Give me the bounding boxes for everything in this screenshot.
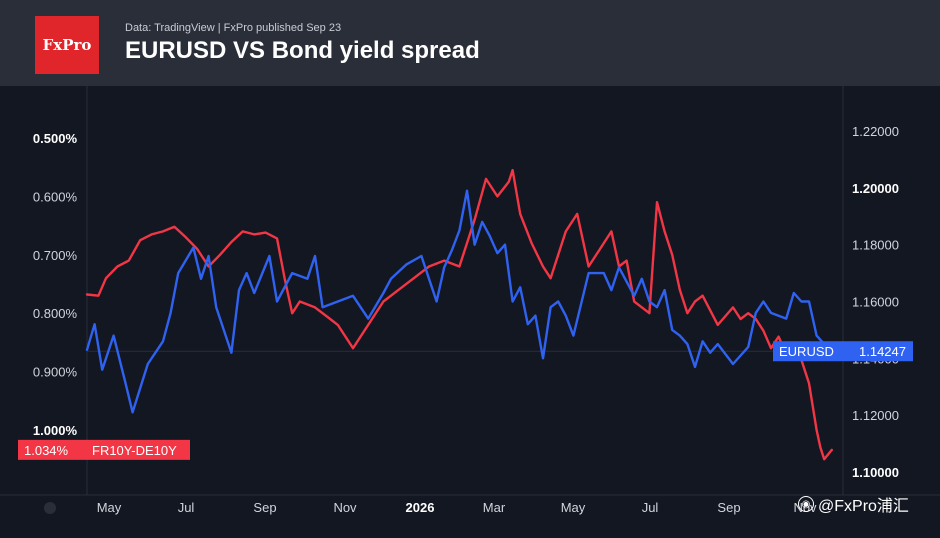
series-line-fr10y-de10y [85, 168, 833, 461]
spread-label-value: 1.034% [24, 443, 69, 458]
watermark: ◉ @FxPro浦汇 [798, 492, 909, 516]
left-axis-tick: 0.700% [33, 248, 78, 263]
spread-label-bg [18, 439, 190, 460]
watermark-text: @FxPro浦汇 [818, 498, 909, 515]
timezone-badge [44, 502, 56, 514]
left-axis-tick: 0.500% [33, 131, 78, 146]
left-axis-tick: 0.600% [33, 189, 78, 204]
camera-icon: ◉ [798, 496, 814, 512]
chart-canvas: 0.500% 0.600% 0.700% 0.800% 0.900% 1.000% 1.22… [0, 86, 940, 515]
right-axis-tick: 1.12000 [852, 408, 899, 423]
x-axis-tick: 2026 [406, 500, 435, 515]
right-axis-tick: 1.18000 [852, 238, 899, 253]
x-axis-tick: Jul [642, 500, 659, 515]
eurusd-label-value: 1.14247 [859, 344, 906, 359]
chart-title: EURUSD VS Bond yield spread [125, 37, 480, 64]
x-axis-tick: Mar [483, 500, 506, 515]
left-axis-tick: 1.000% [33, 423, 78, 438]
x-axis-tick: May [97, 500, 122, 515]
series-line-eurusd [85, 189, 833, 414]
right-axis-tick: 1.10000 [852, 465, 899, 480]
header: FxPro Data: TradingView | FxPro publishe… [0, 0, 940, 86]
x-axis-tick: Nov [333, 500, 357, 515]
right-axis-tick: 1.22000 [852, 124, 899, 139]
right-axis-tick: 1.16000 [852, 295, 899, 310]
x-axis-tick: Sep [717, 500, 740, 515]
source-meta: Data: TradingView | FxPro published Sep … [125, 22, 342, 34]
eurusd-label-name: EURUSD [779, 344, 834, 359]
eurusd-label-bg [773, 341, 913, 362]
x-axis-tick: May [561, 500, 586, 515]
spread-label-name: FR10Y-DE10Y [92, 443, 177, 458]
left-axis-tick: 0.900% [33, 365, 78, 380]
left-axis-tick: 0.800% [33, 306, 78, 321]
right-axis-tick: 1.20000 [852, 181, 899, 196]
x-axis-tick: Sep [253, 500, 276, 515]
x-axis-tick: Jul [178, 500, 195, 515]
fxpro-logo: FxPro [35, 16, 99, 74]
